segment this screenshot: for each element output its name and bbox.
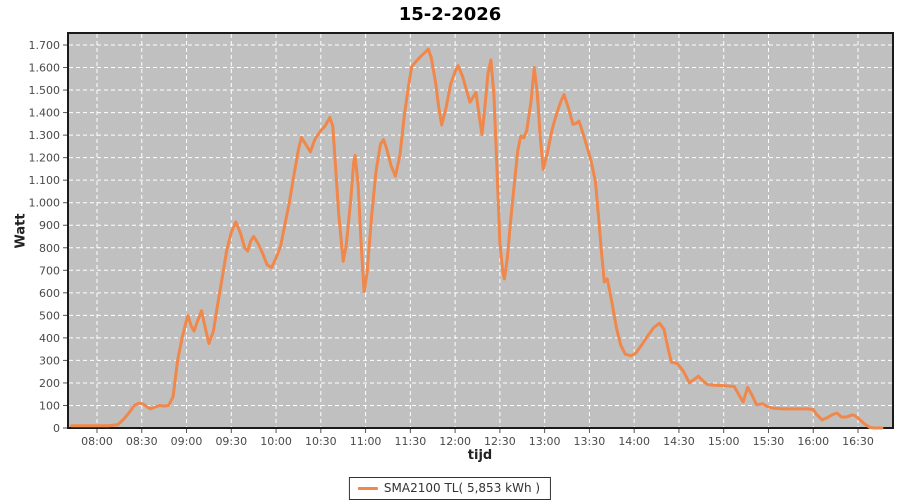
legend-label: SMA2100 TL( 5,853 kWh ) [383, 481, 541, 495]
x-tick-label: 15:00 [708, 435, 740, 448]
y-tick-label: 200 [39, 377, 60, 390]
series-color-swatch [357, 487, 378, 490]
y-tick-label: 1.100 [29, 174, 61, 187]
gridlines [69, 34, 892, 427]
y-tick-label: 1.300 [29, 129, 61, 142]
x-tick-label: 13:00 [529, 435, 561, 448]
x-tick-label: 14:30 [663, 435, 695, 448]
x-tick-label: 11:00 [350, 435, 382, 448]
x-tick-label: 16:00 [797, 435, 829, 448]
y-tick-label: 1.700 [29, 39, 61, 52]
y-tick-label: 1.000 [29, 197, 61, 210]
y-tick-label: 500 [39, 309, 60, 322]
y-tick-label: 800 [39, 242, 60, 255]
y-tick-label: 1.400 [29, 107, 61, 120]
y-tick-label: 900 [39, 219, 60, 232]
x-tick-label: 12:00 [439, 435, 471, 448]
y-tick-label: 400 [39, 332, 60, 345]
series-line [70, 47, 884, 430]
plot-border [67, 32, 894, 429]
x-tick-label: 16:30 [842, 435, 874, 448]
y-tick-label: 600 [39, 287, 60, 300]
x-tick-label: 08:00 [81, 435, 113, 448]
tick-labels: 0 100 200 300 400 500 600 700 800 900 1.000 1.100 1.… [29, 39, 874, 448]
plot-area [68, 33, 893, 428]
x-tick-label: 10:00 [260, 435, 292, 448]
legend: SMA2100 TL( 5,853 kWh ) [348, 477, 552, 500]
x-tick-label: 09:00 [171, 435, 203, 448]
x-tick-label: 12:30 [484, 435, 516, 448]
tick-marks [63, 44, 859, 433]
x-tick-label: 09:30 [215, 435, 247, 448]
y-tick-label: 1.500 [29, 84, 61, 97]
x-tick-label: 14:00 [618, 435, 650, 448]
x-tick-label: 13:30 [574, 435, 606, 448]
x-tick-label: 15:30 [753, 435, 785, 448]
chart-title: 15-2-2026 [398, 4, 502, 25]
y-tick-label: 1.200 [29, 152, 61, 165]
x-tick-label: 10:30 [305, 435, 337, 448]
y-tick-label: 0 [53, 422, 60, 435]
y-tick-label: 100 [39, 399, 60, 412]
x-tick-label: 08:30 [126, 435, 158, 448]
x-tick-label: 11:30 [395, 435, 427, 448]
y-tick-label: 1.600 [29, 62, 61, 75]
y-tick-label: 300 [39, 354, 60, 367]
x-axis-title: tijd [467, 448, 493, 463]
y-tick-label: 700 [39, 264, 60, 277]
